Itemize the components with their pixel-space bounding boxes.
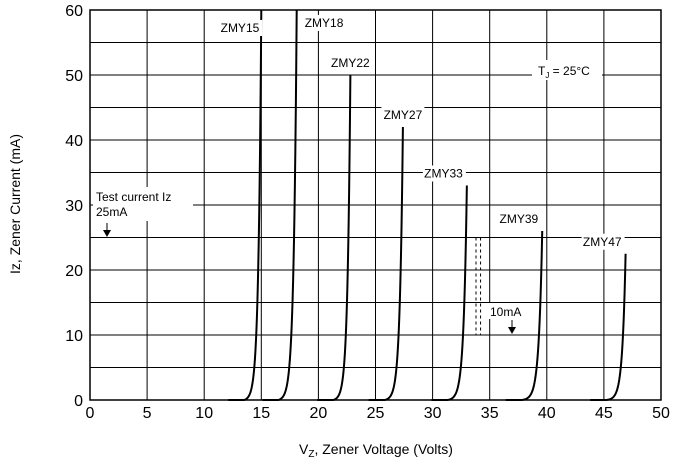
series-label-bg [581, 233, 625, 250]
x-tick-label: 15 [252, 405, 270, 422]
temperature-annotation: TJ = 25°C [532, 60, 602, 80]
series-curve-zmy47 [590, 253, 627, 401]
y-tick-label: 20 [65, 263, 83, 280]
y-tick-label: 50 [65, 68, 83, 85]
series-label-bg [422, 165, 466, 182]
x-axis-label: VZ, Zener Voltage (Volts) [299, 441, 453, 460]
y-tick-label: 40 [65, 133, 83, 150]
low-current-annotation: 10mA [488, 303, 530, 334]
series-label: ZMY18 [305, 16, 344, 30]
series-label: ZMY27 [384, 108, 423, 122]
x-tick-label: 20 [310, 405, 328, 422]
series-curve-zmy15 [228, 9, 263, 401]
reference-lines [90, 237, 661, 336]
svg-text:TJ = 25°C: TJ = 25°C [538, 64, 590, 80]
series-label: ZMY47 [583, 235, 622, 249]
x-tick-label: 5 [143, 405, 152, 422]
y-tick-label: 10 [65, 328, 83, 345]
x-tick-label: 0 [86, 405, 95, 422]
series-curve-zmy27 [368, 126, 404, 401]
test-current-annotation: Test current Iz 25mA [93, 187, 193, 237]
x-tick-label: 25 [367, 405, 385, 422]
x-tick-label: 10 [195, 405, 213, 422]
series-curve-zmy39 [505, 230, 544, 401]
x-tick-label: 30 [424, 405, 442, 422]
series-curve-zmy18 [262, 9, 298, 401]
series-label: ZMY15 [221, 21, 260, 35]
svg-text:10mA: 10mA [490, 305, 521, 319]
x-tick-label: 35 [481, 405, 499, 422]
curves [228, 9, 627, 401]
x-tick-label: 45 [595, 405, 613, 422]
series-label: ZMY33 [424, 167, 463, 181]
series-label-bg [301, 15, 345, 31]
x-tick-label: 40 [538, 405, 556, 422]
series-label: ZMY39 [500, 212, 539, 226]
series-label-bg [219, 20, 263, 36]
labels: 0 5 10 15 20 25 30 35 40 45 50 0 10 20 30 40 50 60 ZMY15 ZM… [65, 3, 670, 422]
series-label-bg [328, 55, 372, 71]
svg-text:Test current Iz: Test current Iz [96, 190, 171, 204]
y-tick-label: 0 [74, 393, 83, 410]
y-tick-label: 60 [65, 3, 83, 20]
series-label-bg [498, 211, 542, 227]
series-label: ZMY22 [331, 56, 370, 70]
svg-text:25mA: 25mA [96, 205, 127, 219]
y-axis-label: Iz, Zener Current (mA) [7, 134, 23, 274]
series-curve-zmy33 [431, 185, 468, 401]
series-label-bg [381, 107, 425, 123]
x-tick-label: 50 [652, 405, 670, 422]
y-tick-label: 30 [65, 198, 83, 215]
series-curve-zmy22 [317, 74, 352, 401]
